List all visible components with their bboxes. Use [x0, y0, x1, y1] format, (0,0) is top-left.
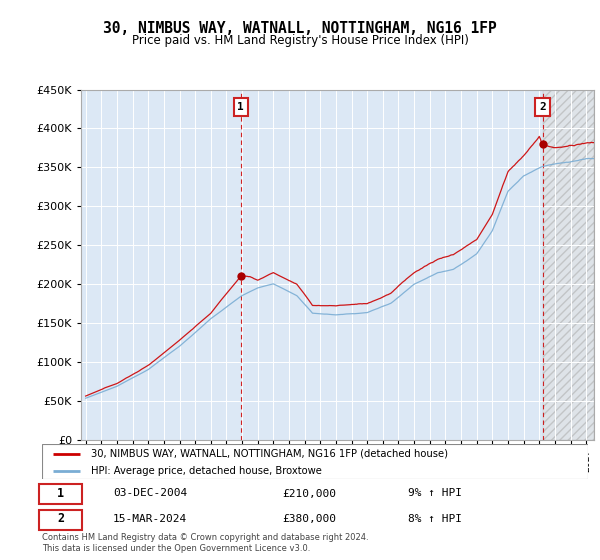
Text: 2: 2	[539, 102, 546, 112]
Text: £210,000: £210,000	[282, 488, 336, 498]
Text: 1: 1	[57, 487, 64, 500]
Bar	[542, 90, 594, 440]
Text: 03-DEC-2004: 03-DEC-2004	[113, 488, 187, 498]
Text: 30, NIMBUS WAY, WATNALL, NOTTINGHAM, NG16 1FP: 30, NIMBUS WAY, WATNALL, NOTTINGHAM, NG1…	[103, 21, 497, 36]
Text: 15-MAR-2024: 15-MAR-2024	[113, 514, 187, 524]
FancyBboxPatch shape	[39, 484, 82, 505]
Text: 8% ↑ HPI: 8% ↑ HPI	[408, 514, 462, 524]
Text: £380,000: £380,000	[282, 514, 336, 524]
Text: 30, NIMBUS WAY, WATNALL, NOTTINGHAM, NG16 1FP (detached house): 30, NIMBUS WAY, WATNALL, NOTTINGHAM, NG1…	[91, 449, 448, 459]
Text: 2: 2	[57, 512, 64, 525]
FancyBboxPatch shape	[39, 510, 82, 530]
Text: Contains HM Land Registry data © Crown copyright and database right 2024.
This d: Contains HM Land Registry data © Crown c…	[42, 533, 368, 553]
Text: 1: 1	[238, 102, 244, 112]
Text: HPI: Average price, detached house, Broxtowe: HPI: Average price, detached house, Brox…	[91, 466, 322, 476]
Text: Price paid vs. HM Land Registry's House Price Index (HPI): Price paid vs. HM Land Registry's House …	[131, 34, 469, 46]
Text: 9% ↑ HPI: 9% ↑ HPI	[408, 488, 462, 498]
